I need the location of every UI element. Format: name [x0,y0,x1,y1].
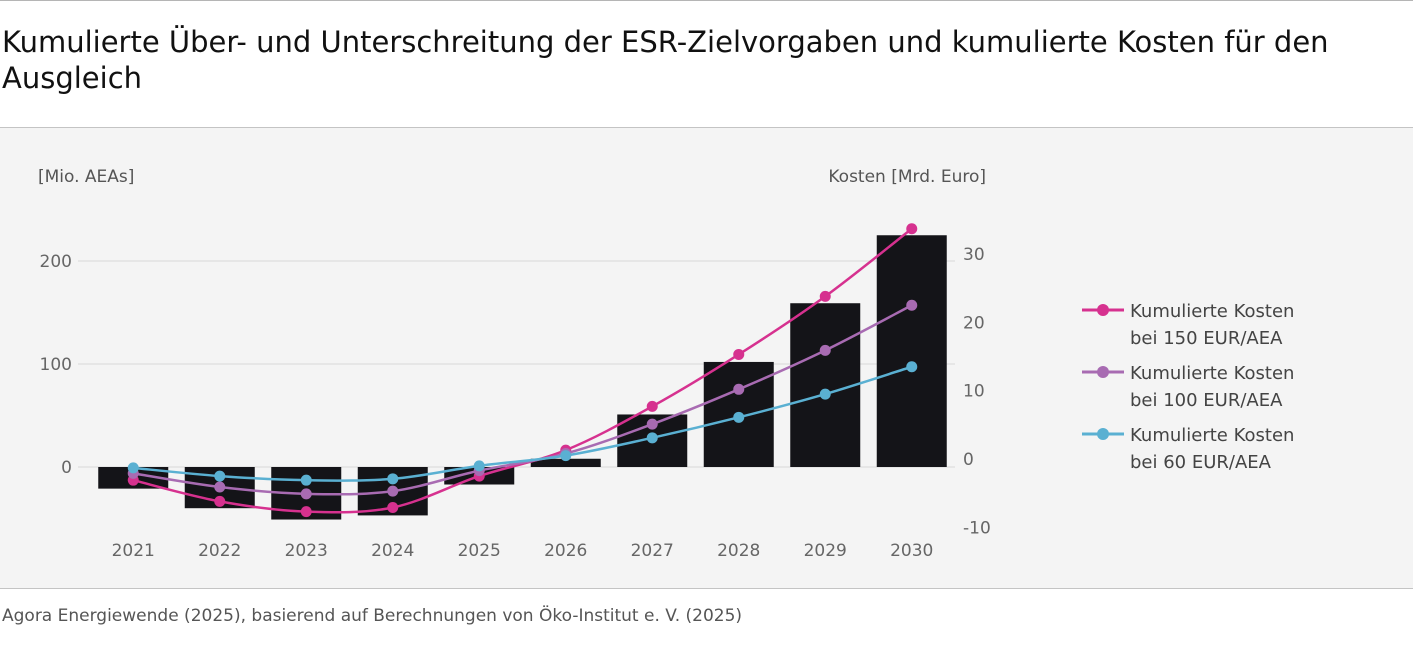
right-tick-label: 10 [963,382,985,402]
series-point [214,495,226,507]
series-point [387,485,399,497]
series-point [906,223,918,235]
x-tick-label: 2021 [112,541,155,561]
x-tick-label: 2030 [890,541,933,561]
legend-swatch-dot [1097,428,1109,440]
series-point [300,488,312,500]
right-axis-label: Kosten [Mrd. Euro] [828,167,986,187]
bar [876,235,947,467]
series-line [133,365,913,482]
left-tick-label: 100 [40,355,72,375]
series-point [819,344,831,356]
series-line [133,304,913,496]
legend: Kumulierte Kosten bei 150 EUR/AEA Kumulier… [1082,301,1294,473]
legend-label: Kumulierte Kosten [1130,301,1294,322]
x-tick-label: 2027 [631,541,674,561]
series-point [733,383,745,395]
series-point [733,411,745,423]
x-tick-label: 2024 [371,541,414,561]
bar [790,303,861,467]
bar [530,458,601,467]
right-tick-label: 0 [963,450,974,470]
series-point [819,290,831,302]
series-point [214,481,226,493]
series-point [646,400,658,412]
top-rule [0,0,1413,1]
series-point [733,348,745,360]
right-tick-label: -10 [963,518,991,538]
series-point [646,432,658,444]
left-tick-label: 0 [61,458,72,478]
series-point [387,473,399,485]
legend-label: Kumulierte Kosten [1130,363,1294,384]
right-tick-label: 20 [963,313,985,333]
x-tick-label: 2023 [285,541,328,561]
legend-label: bei 100 EUR/AEA [1130,390,1283,411]
right-tick-label: 30 [963,245,985,265]
x-tick-label: 2022 [198,541,241,561]
legend-label: bei 150 EUR/AEA [1130,328,1283,349]
chart-panel: 200 100 0 30 20 10 0 -10 2021 2022 2023 2024 2025 202… [0,127,1413,589]
series-point [560,450,572,462]
series-point [473,460,485,472]
point-layer [127,223,918,518]
series-point [300,474,312,486]
series-point [646,418,658,430]
series-point [214,470,226,482]
x-tick-label: 2029 [804,541,847,561]
series-point [906,299,918,311]
source-note: Agora Energiewende (2025), basierend auf… [2,606,743,626]
x-tick-label: 2026 [544,541,587,561]
series-point [127,462,139,474]
legend-swatch-dot [1097,366,1109,378]
left-tick-label: 200 [40,252,72,272]
x-tick-label: 2028 [717,541,760,561]
series-point [387,502,399,514]
legend-label: bei 60 EUR/AEA [1130,452,1272,473]
legend-swatch-dot [1097,304,1109,316]
series-point [300,506,312,518]
left-axis-label: [Mio. AEAs] [38,167,134,187]
chart-title: Kumulierte Über- und Unterschreitung der… [2,25,1329,95]
series-point [906,361,918,373]
legend-label: Kumulierte Kosten [1130,425,1294,446]
series-point [819,388,831,400]
line-layer [132,227,913,514]
x-tick-label: 2025 [458,541,501,561]
